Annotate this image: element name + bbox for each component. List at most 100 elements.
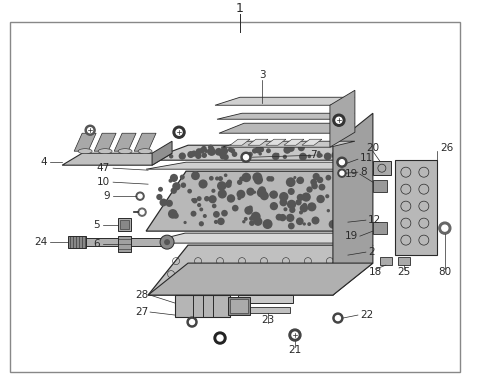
Circle shape bbox=[192, 198, 198, 204]
Text: 27: 27 bbox=[135, 307, 148, 317]
Circle shape bbox=[208, 148, 216, 156]
Circle shape bbox=[299, 210, 303, 214]
Text: 26: 26 bbox=[440, 143, 454, 153]
Circle shape bbox=[227, 194, 235, 203]
Circle shape bbox=[209, 176, 214, 180]
Circle shape bbox=[269, 191, 276, 197]
Circle shape bbox=[336, 117, 342, 123]
Circle shape bbox=[276, 214, 282, 220]
Circle shape bbox=[179, 152, 186, 160]
Circle shape bbox=[183, 221, 187, 224]
Text: 6: 6 bbox=[94, 239, 100, 249]
Text: 22: 22 bbox=[360, 310, 373, 320]
Text: 5: 5 bbox=[94, 220, 100, 230]
Circle shape bbox=[243, 155, 249, 160]
Polygon shape bbox=[266, 139, 286, 145]
Circle shape bbox=[326, 209, 330, 212]
Circle shape bbox=[140, 210, 144, 214]
Circle shape bbox=[325, 194, 329, 198]
Circle shape bbox=[238, 197, 241, 200]
Circle shape bbox=[190, 319, 194, 324]
Bar bbox=[118, 236, 131, 252]
Circle shape bbox=[168, 179, 172, 183]
Text: 24: 24 bbox=[34, 237, 47, 247]
Circle shape bbox=[302, 203, 307, 208]
Circle shape bbox=[319, 154, 323, 157]
Circle shape bbox=[242, 220, 245, 223]
Circle shape bbox=[316, 152, 322, 158]
Text: 18: 18 bbox=[369, 267, 383, 277]
Circle shape bbox=[317, 151, 320, 154]
Circle shape bbox=[208, 195, 216, 204]
Polygon shape bbox=[333, 113, 373, 295]
Text: 47: 47 bbox=[97, 163, 110, 173]
Circle shape bbox=[191, 211, 196, 217]
Circle shape bbox=[296, 199, 302, 205]
Polygon shape bbox=[148, 263, 373, 295]
Circle shape bbox=[225, 181, 232, 188]
Circle shape bbox=[214, 220, 218, 224]
Bar bbox=[398, 257, 410, 265]
Circle shape bbox=[263, 219, 273, 229]
Circle shape bbox=[303, 222, 306, 226]
Circle shape bbox=[329, 220, 337, 229]
Bar bbox=[240, 307, 290, 313]
Circle shape bbox=[191, 171, 200, 180]
Circle shape bbox=[170, 174, 178, 182]
Ellipse shape bbox=[78, 149, 92, 154]
Text: 3: 3 bbox=[259, 70, 265, 80]
Circle shape bbox=[270, 190, 278, 199]
Circle shape bbox=[306, 186, 312, 193]
Text: 23: 23 bbox=[261, 315, 275, 325]
Polygon shape bbox=[148, 245, 373, 295]
Circle shape bbox=[197, 203, 201, 207]
Circle shape bbox=[138, 194, 142, 198]
Circle shape bbox=[199, 221, 204, 227]
Circle shape bbox=[276, 153, 279, 156]
Bar bbox=[175, 295, 230, 317]
Bar bbox=[228, 297, 250, 315]
Circle shape bbox=[312, 173, 320, 180]
Circle shape bbox=[195, 152, 202, 159]
Circle shape bbox=[208, 144, 213, 150]
Circle shape bbox=[218, 189, 227, 199]
Circle shape bbox=[230, 148, 235, 154]
Circle shape bbox=[279, 192, 288, 201]
Circle shape bbox=[307, 202, 316, 212]
Circle shape bbox=[180, 176, 183, 180]
Circle shape bbox=[289, 329, 301, 341]
Circle shape bbox=[217, 218, 225, 225]
Circle shape bbox=[168, 209, 178, 219]
Circle shape bbox=[215, 148, 223, 156]
Bar bbox=[118, 218, 131, 231]
Circle shape bbox=[331, 151, 338, 159]
Circle shape bbox=[213, 211, 220, 218]
Text: 4: 4 bbox=[40, 157, 47, 167]
Circle shape bbox=[180, 182, 186, 188]
Circle shape bbox=[164, 149, 171, 156]
Circle shape bbox=[442, 225, 448, 231]
Polygon shape bbox=[114, 133, 136, 151]
Circle shape bbox=[172, 182, 180, 190]
Text: 25: 25 bbox=[397, 267, 410, 277]
Polygon shape bbox=[302, 139, 322, 145]
Bar bbox=[373, 161, 391, 175]
Polygon shape bbox=[230, 139, 250, 145]
Circle shape bbox=[297, 177, 304, 184]
Circle shape bbox=[246, 187, 254, 196]
Polygon shape bbox=[221, 141, 355, 147]
Circle shape bbox=[204, 196, 209, 202]
Polygon shape bbox=[148, 145, 373, 160]
Circle shape bbox=[266, 148, 271, 153]
Polygon shape bbox=[330, 90, 355, 147]
Circle shape bbox=[244, 206, 253, 215]
Bar bbox=[380, 257, 392, 265]
Circle shape bbox=[297, 194, 304, 201]
Polygon shape bbox=[74, 133, 96, 151]
Circle shape bbox=[272, 152, 279, 160]
Circle shape bbox=[224, 174, 228, 177]
Circle shape bbox=[316, 195, 325, 203]
Text: 9: 9 bbox=[104, 191, 110, 201]
Circle shape bbox=[173, 126, 185, 138]
Circle shape bbox=[310, 179, 317, 185]
